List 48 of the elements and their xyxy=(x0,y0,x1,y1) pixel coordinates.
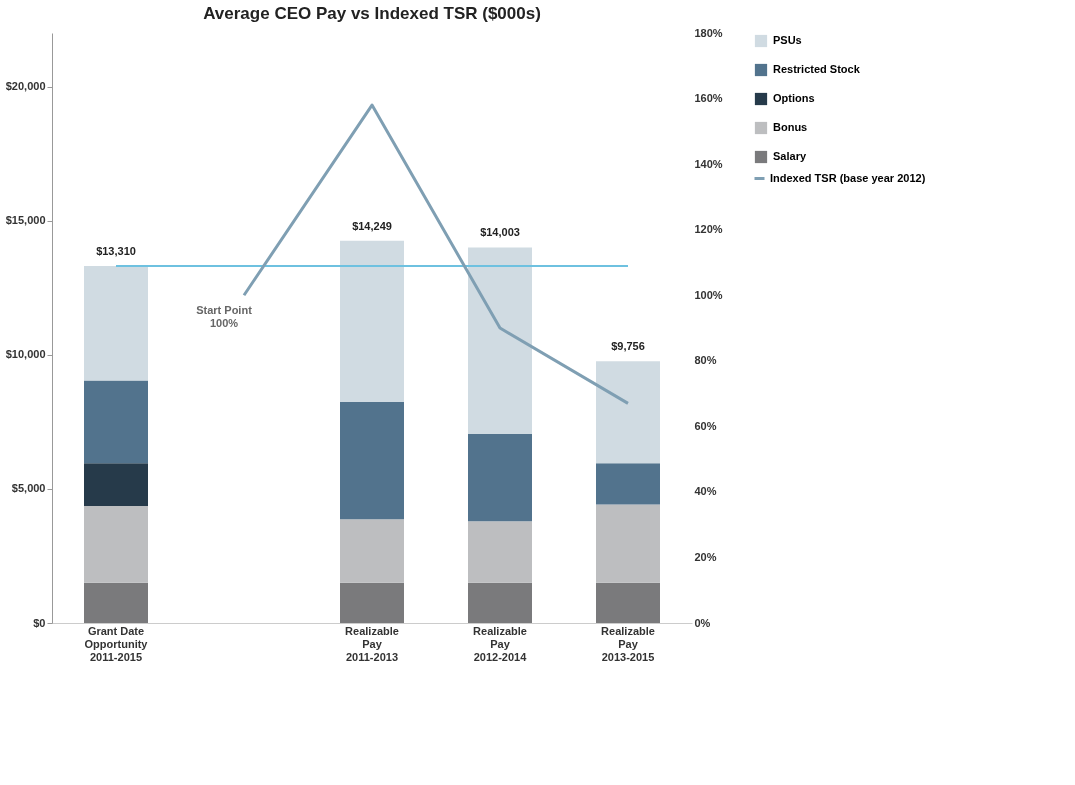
bar xyxy=(84,582,148,623)
bar xyxy=(468,521,532,583)
y2-tick-label: 100% xyxy=(694,288,723,301)
total-label: $14,249 xyxy=(352,219,392,232)
total-label: $14,003 xyxy=(480,226,520,239)
bar xyxy=(468,433,532,522)
chart-title: Average CEO Pay vs Indexed TSR ($000s) xyxy=(203,4,541,23)
y-tick-label: $0 xyxy=(33,616,46,629)
y-tick-label: $15,000 xyxy=(5,214,46,227)
x-tick-label: Realizable Pay 2012-2014 xyxy=(473,624,528,663)
legend-label: Restricted Stock xyxy=(773,63,861,75)
y-tick-label: $10,000 xyxy=(5,348,46,361)
y2-tick-label: 40% xyxy=(694,485,717,498)
bar xyxy=(340,240,404,402)
y2-tick-label: 180% xyxy=(694,26,723,39)
bar xyxy=(340,582,404,623)
total-label: $9,756 xyxy=(611,340,645,353)
legend-label: Bonus xyxy=(773,121,808,133)
y2-tick-label: 120% xyxy=(694,223,723,236)
y2-tick-label: 160% xyxy=(694,92,723,105)
bar xyxy=(468,582,532,623)
y2-tick-label: 140% xyxy=(694,157,723,170)
bar xyxy=(84,506,148,583)
x-tick-label: Grant Date Opportunity 2011-2015 xyxy=(84,624,149,663)
legend-label: Indexed TSR (base year 2012) xyxy=(770,171,926,184)
bar xyxy=(340,401,404,520)
bar xyxy=(596,504,660,583)
bar xyxy=(596,582,660,623)
bar xyxy=(84,380,148,464)
legend-label: Options xyxy=(773,92,815,104)
bar xyxy=(468,247,532,434)
legend-label: PSUs xyxy=(773,34,802,46)
x-tick-label: Realizable Pay 2013-2015 xyxy=(601,624,655,663)
y-tick-label: $5,000 xyxy=(11,482,46,495)
y2-tick-label: 20% xyxy=(694,550,717,563)
y2-tick-label: 60% xyxy=(694,419,717,432)
bar xyxy=(596,463,660,505)
y-tick-label: $20,000 xyxy=(5,80,46,93)
bar xyxy=(84,463,148,507)
x-tick-label: Realizable Pay 2011-2013 xyxy=(345,624,399,663)
y2-tick-label: 80% xyxy=(694,354,717,367)
bar xyxy=(84,266,148,381)
legend-label: Salary xyxy=(773,150,807,162)
bar xyxy=(340,519,404,583)
annotation: Start Point 100% xyxy=(196,304,253,330)
bar xyxy=(596,361,660,464)
total-label: $13,310 xyxy=(96,245,136,258)
y2-tick-label: 0% xyxy=(694,616,711,629)
